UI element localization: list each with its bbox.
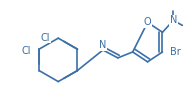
Text: Br: Br xyxy=(170,47,181,57)
Text: N: N xyxy=(99,40,107,50)
Text: O: O xyxy=(144,17,151,27)
Text: Cl: Cl xyxy=(41,33,50,43)
Text: N: N xyxy=(170,15,177,25)
Text: Cl: Cl xyxy=(22,46,31,56)
